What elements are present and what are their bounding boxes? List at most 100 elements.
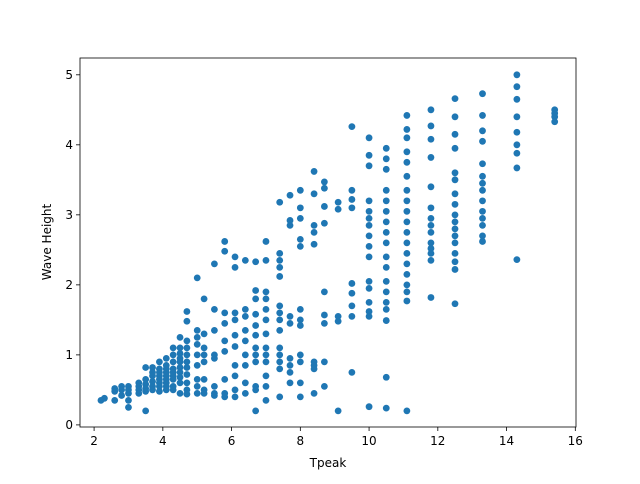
scatter-point bbox=[142, 375, 150, 383]
scatter-point bbox=[479, 197, 486, 205]
scatter-point bbox=[403, 281, 411, 289]
scatter-point bbox=[221, 309, 229, 317]
scatter-point bbox=[156, 387, 163, 395]
scatter-point bbox=[427, 122, 435, 130]
scatter-point bbox=[252, 287, 260, 294]
scatter-point bbox=[451, 200, 459, 208]
scatter-point bbox=[262, 344, 270, 352]
scatter-point bbox=[262, 295, 270, 303]
scatter-point bbox=[365, 162, 373, 170]
scatter-point bbox=[125, 396, 132, 404]
scatter-point bbox=[365, 232, 373, 240]
scatter-point bbox=[403, 407, 411, 415]
scatter-point bbox=[451, 144, 459, 152]
scatter-point bbox=[231, 361, 239, 369]
scatter-point bbox=[365, 134, 373, 142]
scatter-point bbox=[365, 308, 373, 315]
scatter-point bbox=[382, 298, 390, 306]
scatter-point bbox=[296, 242, 304, 250]
scatter-point bbox=[241, 337, 249, 345]
scatter-point bbox=[451, 239, 459, 247]
scatter-point bbox=[221, 375, 229, 383]
scatter-point bbox=[513, 83, 521, 91]
scatter-point bbox=[241, 305, 249, 313]
scatter-point bbox=[200, 295, 208, 303]
scatter-point bbox=[241, 361, 249, 369]
scatter-point bbox=[231, 316, 239, 324]
scatter-point bbox=[125, 403, 132, 411]
scatter-point bbox=[200, 375, 208, 383]
scatter-point bbox=[348, 289, 356, 297]
scatter-point bbox=[276, 358, 284, 366]
scatter-point bbox=[241, 351, 249, 359]
x-tick-label: 4 bbox=[159, 434, 167, 448]
scatter-point bbox=[176, 358, 184, 366]
scatter-point bbox=[176, 364, 184, 371]
scatter-point bbox=[334, 407, 342, 415]
scatter-point bbox=[262, 372, 270, 380]
scatter-point bbox=[183, 371, 191, 378]
scatter-point bbox=[193, 274, 201, 282]
scatter-point bbox=[513, 141, 521, 149]
scatter-point bbox=[427, 183, 435, 191]
scatter-point bbox=[210, 382, 218, 390]
scatter-point bbox=[193, 382, 201, 390]
scatter-point bbox=[183, 358, 191, 366]
scatter-point bbox=[479, 179, 486, 187]
scatter-point bbox=[210, 305, 218, 313]
scatter-point bbox=[296, 358, 304, 366]
scatter-point bbox=[231, 253, 239, 261]
scatter-point bbox=[276, 309, 284, 317]
scatter-point bbox=[479, 186, 486, 194]
scatter-point bbox=[365, 284, 373, 292]
scatter-point bbox=[348, 204, 356, 212]
scatter-point bbox=[334, 312, 342, 320]
scatter-point bbox=[276, 249, 284, 257]
scatter-point bbox=[286, 191, 294, 199]
scatter-point bbox=[348, 280, 356, 287]
scatter-point bbox=[310, 168, 318, 175]
scatter-point bbox=[286, 312, 294, 320]
scatter-point bbox=[403, 218, 411, 226]
scatter-point bbox=[176, 389, 184, 397]
scatter-point bbox=[156, 358, 163, 366]
scatter-point bbox=[156, 382, 163, 390]
scatter-point bbox=[382, 373, 390, 381]
scatter-point bbox=[149, 386, 156, 394]
scatter-point bbox=[348, 302, 356, 310]
scatter-point bbox=[382, 277, 390, 285]
scatter-point bbox=[231, 263, 239, 271]
scatter-point bbox=[183, 308, 191, 315]
scatter-point bbox=[221, 238, 229, 245]
scatter-point bbox=[382, 165, 390, 173]
scatter-point bbox=[427, 256, 435, 264]
scatter-point bbox=[193, 375, 201, 383]
scatter-point bbox=[262, 305, 270, 313]
scatter-point bbox=[310, 389, 318, 397]
scatter-point bbox=[513, 71, 521, 79]
scatter-point bbox=[241, 326, 249, 334]
scatter-point bbox=[262, 358, 270, 366]
scatter-point bbox=[320, 382, 328, 390]
scatter-point bbox=[176, 344, 184, 352]
scatter-point bbox=[451, 300, 459, 308]
scatter-point bbox=[365, 253, 373, 261]
scatter-point bbox=[403, 260, 411, 268]
scatter-point bbox=[365, 312, 373, 320]
scatter-point bbox=[365, 221, 373, 229]
scatter-point bbox=[382, 305, 390, 313]
scatter-point bbox=[382, 186, 390, 194]
scatter-point bbox=[231, 309, 239, 317]
scatter-point bbox=[176, 373, 184, 381]
scatter-point bbox=[365, 197, 373, 205]
scatter-point bbox=[403, 197, 411, 205]
scatter-point bbox=[403, 112, 411, 119]
scatter-point bbox=[262, 256, 270, 264]
y-tick-label: 0 bbox=[65, 418, 73, 432]
scatter-point bbox=[183, 337, 191, 345]
scatter-point bbox=[193, 333, 201, 341]
scatter-point bbox=[296, 322, 304, 329]
scatter-point bbox=[252, 258, 260, 266]
scatter-point bbox=[403, 172, 411, 180]
scatter-point bbox=[320, 178, 328, 186]
